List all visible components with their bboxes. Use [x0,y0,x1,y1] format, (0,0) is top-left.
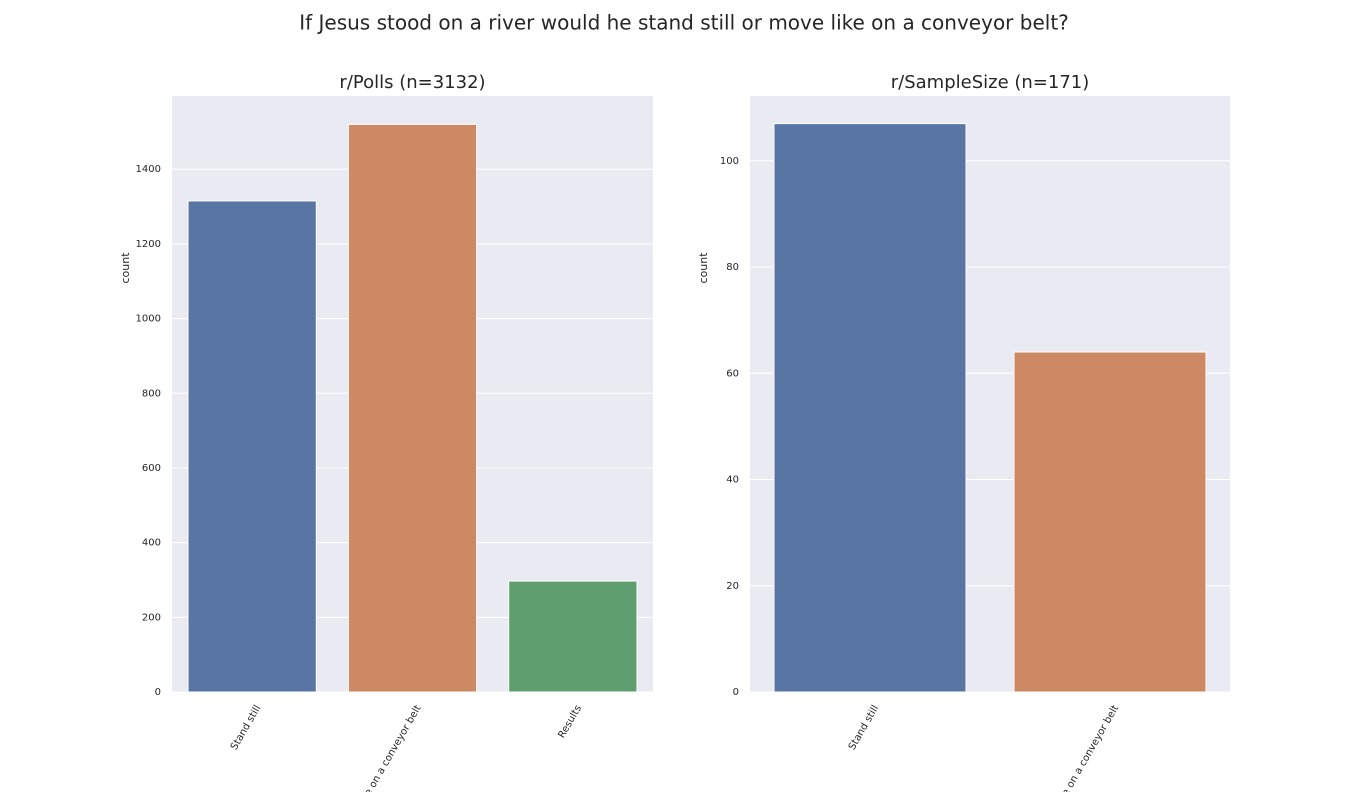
figure-title: If Jesus stood on a river would he stand… [299,11,1069,35]
y-tick-label: 1000 [136,314,161,325]
bar [347,123,478,693]
x-tick-label: Move like on a conveyor belt [1040,703,1121,792]
subplot-title: r/Polls (n=3132) [339,72,485,93]
y-tick-label: 80 [726,262,739,273]
y-tick-label: 800 [142,388,161,399]
y-tick-label: 20 [726,581,739,592]
bar [187,200,317,693]
y-tick-label: 200 [142,612,161,623]
y-axis-label: count [697,252,710,284]
bar [508,580,638,693]
x-tick-label: Move like on a conveyor belt [342,703,423,792]
y-axis-label: count [119,252,132,284]
y-tick-label: 600 [142,463,161,474]
bar [773,123,967,693]
x-tick-label: Stand still [847,704,881,753]
y-tick-label: 400 [142,538,161,549]
y-tick-label: 0 [733,687,739,698]
y-tick-label: 1400 [136,164,161,175]
y-tick-label: 0 [155,687,161,698]
y-tick-label: 40 [726,475,739,486]
x-tick-label: Stand still [229,704,263,753]
subplot-title: r/SampleSize (n=171) [891,72,1090,93]
y-tick-label: 60 [726,368,739,379]
y-tick-label: 1200 [136,239,161,250]
y-tick-label: 100 [720,156,739,167]
bar [1013,351,1207,693]
x-tick-label: Results [556,704,584,741]
